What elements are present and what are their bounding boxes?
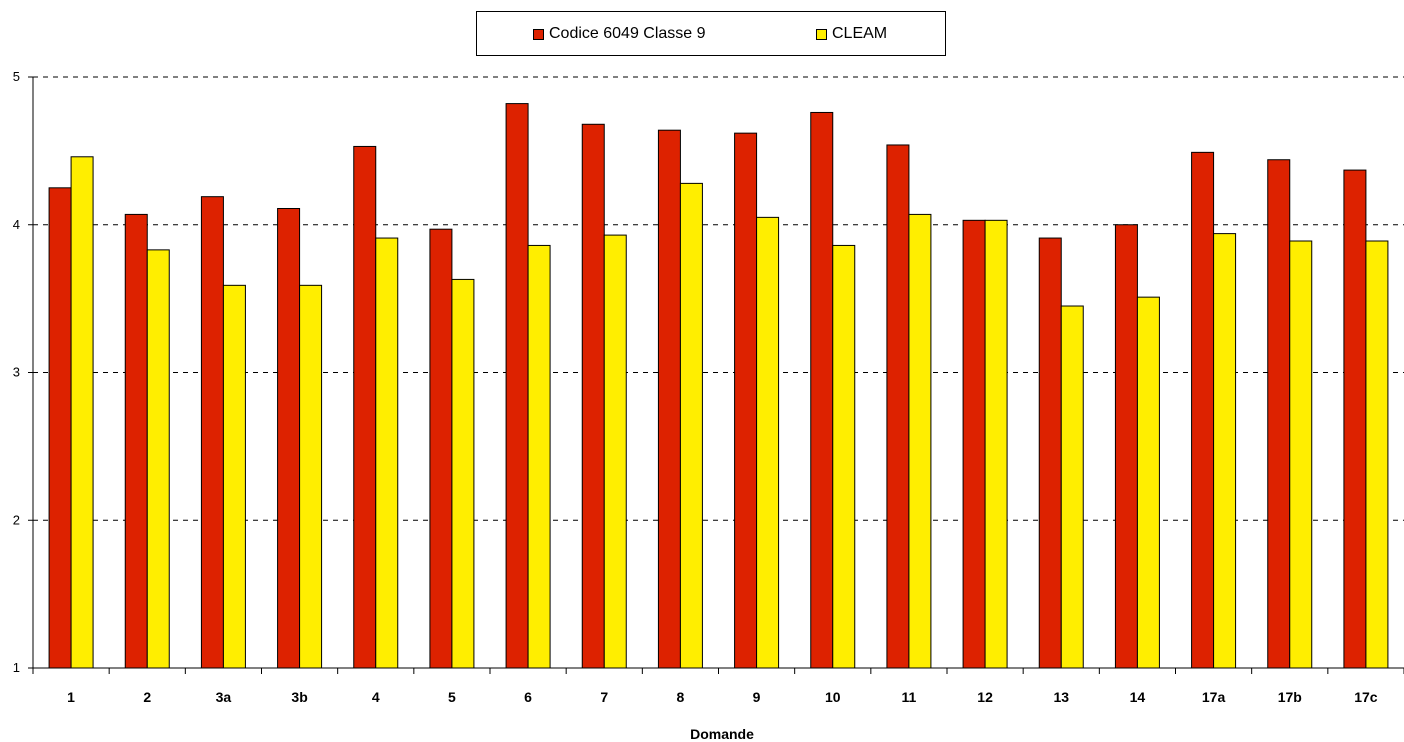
y-tick-label: 5 [13, 69, 20, 84]
x-tick-label: 12 [977, 689, 993, 705]
legend: Codice 6049 Classe 9 CLEAM [476, 11, 946, 56]
x-tick-label: 11 [902, 689, 917, 705]
legend-swatch-series-2 [816, 28, 827, 40]
bar-cleam-1 [70, 156, 94, 669]
bar-cleam-13 [1060, 305, 1084, 669]
bar-cleam-7 [603, 234, 627, 669]
x-tick-label: 14 [1130, 689, 1146, 705]
legend-label-series-2: CLEAM [832, 25, 888, 42]
x-tick-label: 13 [1053, 689, 1069, 705]
x-axis-label: Domande [690, 726, 754, 742]
bar-codice-11 [886, 144, 910, 669]
bar-codice-5 [429, 228, 453, 669]
bar-codice-9 [734, 132, 758, 669]
bar-codice-13 [1038, 237, 1062, 669]
x-tick-label: 5 [448, 689, 456, 705]
y-tick-labels: 1 2 3 4 5 [13, 69, 20, 675]
x-tick-label: 8 [677, 689, 685, 705]
bar-codice-14 [1114, 224, 1138, 669]
bar-codice-7 [581, 123, 605, 669]
bar-codice-4 [353, 145, 377, 669]
x-tick-label: 3a [216, 689, 232, 705]
bar-cleam-10 [832, 244, 856, 669]
x-tick-label: 6 [524, 689, 532, 705]
x-tick-label: 3b [291, 689, 307, 705]
bar-cleam-17c [1365, 240, 1389, 669]
y-tick-label: 3 [13, 365, 20, 380]
bars [48, 103, 1389, 669]
x-tick-label: 1 [67, 689, 75, 705]
bar-codice-3b [277, 207, 301, 669]
bar-cleam-17a [1213, 233, 1237, 669]
x-tick-label: 17a [1202, 689, 1226, 705]
y-tick-label: 4 [13, 217, 20, 232]
y-tick-label: 1 [13, 660, 20, 675]
x-tick-label: 9 [753, 689, 761, 705]
bar-cleam-12 [984, 219, 1008, 669]
legend-item-series-1: Codice 6049 Classe 9 [533, 25, 706, 43]
bar-cleam-9 [756, 216, 780, 669]
bar-codice-17b [1267, 159, 1291, 669]
y-tick-label: 2 [13, 512, 20, 527]
bar-cleam-3b [299, 284, 323, 669]
bar-codice-10 [810, 111, 834, 669]
bar-codice-6 [505, 103, 529, 669]
grid-lines [33, 76, 1404, 521]
bar-cleam-3a [222, 284, 246, 669]
bar-cleam-17b [1289, 240, 1313, 669]
bar-cleam-11 [908, 213, 932, 669]
x-tick-label: 17b [1278, 689, 1302, 705]
bar-cleam-6 [527, 244, 551, 669]
axes [28, 76, 1404, 674]
bar-codice-2 [124, 213, 148, 669]
legend-swatch-series-1 [533, 28, 544, 40]
x-tick-label: 10 [825, 689, 841, 705]
bar-cleam-5 [451, 278, 475, 669]
x-tick-label: 17c [1354, 689, 1378, 705]
legend-item-series-2: CLEAM [816, 25, 887, 43]
legend-label-series-1: Codice 6049 Classe 9 [549, 25, 706, 42]
x-tick-label: 2 [143, 689, 151, 705]
bar-codice-1 [48, 187, 72, 669]
bar-cleam-2 [146, 249, 170, 669]
bar-cleam-4 [375, 237, 399, 669]
bar-codice-3a [200, 196, 224, 669]
x-tick-label: 4 [372, 689, 380, 705]
bar-cleam-14 [1136, 296, 1160, 669]
x-tick-labels: 1 2 3a 3b 4 5 6 7 8 9 10 11 12 13 14 17a 17b 17c [67, 689, 1378, 705]
bar-codice-8 [657, 129, 681, 669]
x-tick-label: 7 [600, 689, 608, 705]
bar-codice-17a [1191, 151, 1215, 669]
bar-codice-17c [1343, 169, 1367, 669]
bar-codice-12 [962, 219, 986, 669]
bar-cleam-8 [679, 182, 703, 669]
